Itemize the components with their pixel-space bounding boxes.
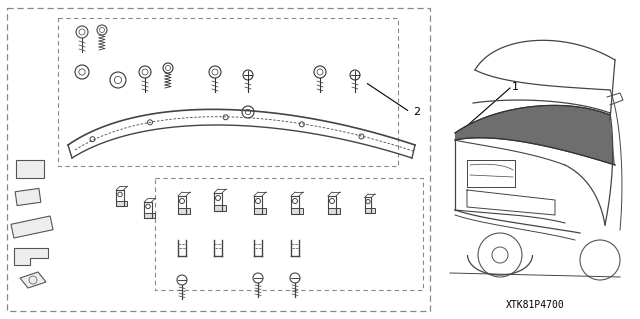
Polygon shape: [145, 213, 155, 218]
Text: XTK81P4700: XTK81P4700: [506, 300, 564, 310]
Polygon shape: [11, 216, 53, 238]
Polygon shape: [14, 248, 48, 265]
Text: 2: 2: [413, 107, 420, 117]
Bar: [16, 160, 44, 178]
Polygon shape: [214, 205, 226, 211]
Polygon shape: [291, 208, 303, 214]
Polygon shape: [20, 272, 46, 288]
Polygon shape: [254, 208, 266, 214]
Polygon shape: [365, 208, 375, 213]
Polygon shape: [15, 189, 41, 206]
Bar: [7, 8, 430, 311]
Bar: [155, 178, 423, 290]
Polygon shape: [178, 208, 190, 214]
Text: 1: 1: [512, 82, 519, 92]
Bar: [58, 18, 398, 166]
Polygon shape: [116, 201, 127, 206]
Polygon shape: [455, 105, 615, 165]
Polygon shape: [328, 208, 340, 214]
